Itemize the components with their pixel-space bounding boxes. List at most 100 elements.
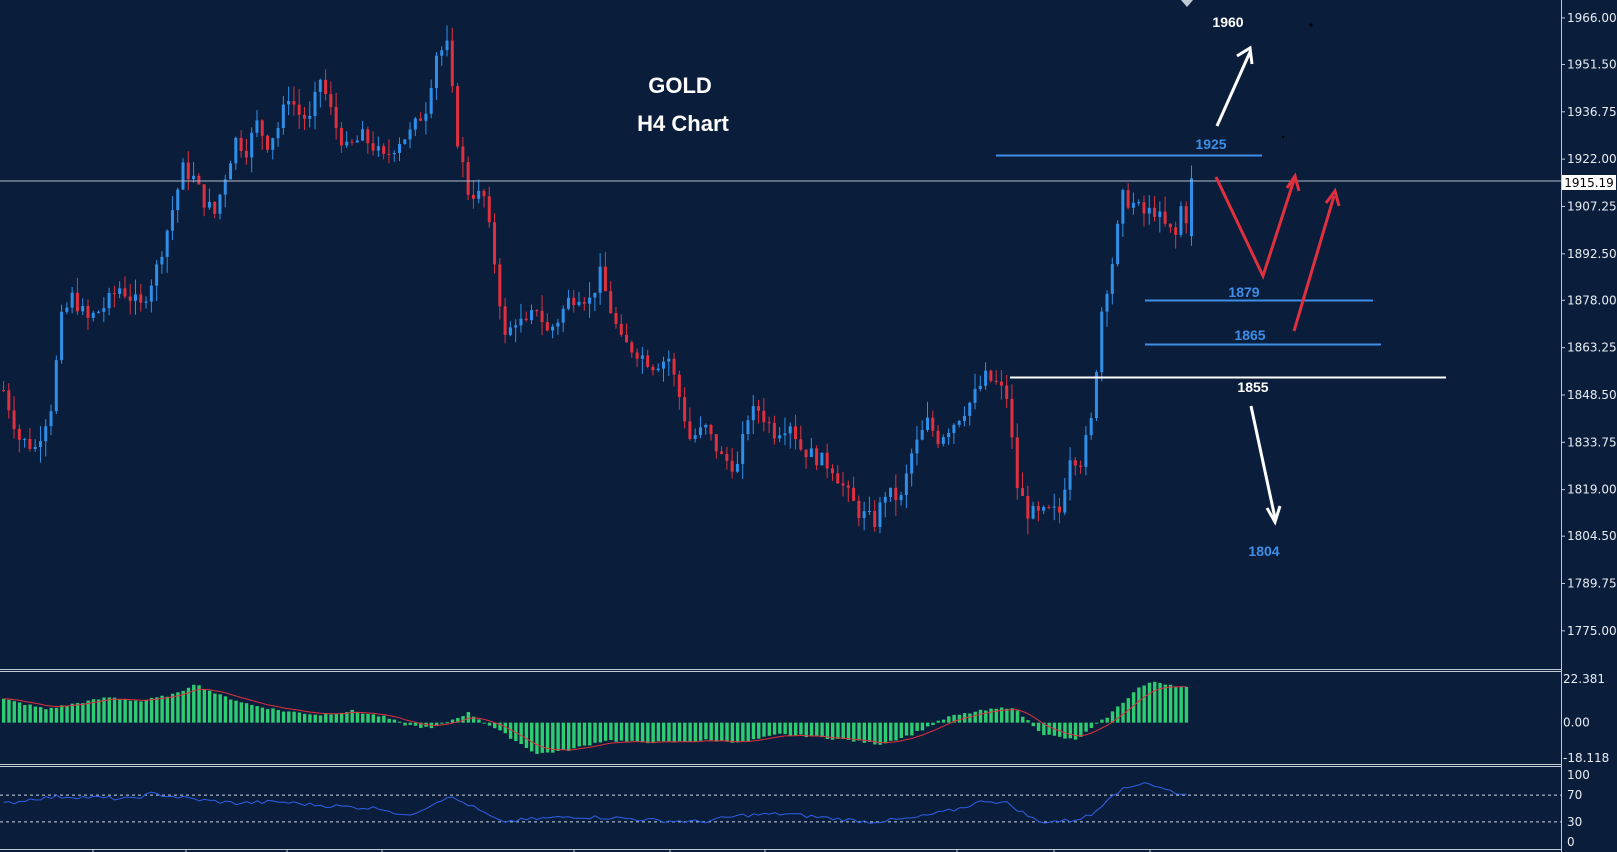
candle <box>577 291 581 307</box>
candle <box>741 421 745 479</box>
candlestick-series <box>2 25 1193 535</box>
rsi-line <box>3 782 1187 824</box>
price-tick-label: 1966.00 <box>1567 11 1617 25</box>
candle <box>984 362 988 390</box>
macd-bar <box>413 722 418 726</box>
candle <box>97 310 101 314</box>
candle <box>186 151 190 191</box>
candle <box>207 188 211 210</box>
candle <box>646 349 650 369</box>
candle <box>149 279 153 313</box>
macd-bar <box>86 700 90 723</box>
arrow-down-white <box>1249 405 1282 526</box>
candle <box>1163 196 1167 227</box>
macd-bar <box>809 722 814 737</box>
price-tick-label: 1848.50 <box>1567 388 1617 402</box>
candle <box>640 346 644 374</box>
candle <box>376 136 380 157</box>
macd-bar <box>999 707 1004 723</box>
candle <box>825 443 829 479</box>
macd-bar <box>12 701 16 723</box>
candle <box>244 138 248 165</box>
macd-bar <box>857 722 861 741</box>
macd-bar <box>846 722 851 740</box>
macd-bar <box>1063 722 1067 739</box>
candle <box>683 387 687 429</box>
candle <box>387 139 391 164</box>
candle <box>1100 307 1104 382</box>
candle <box>318 78 322 108</box>
macd-bar <box>7 699 11 723</box>
candle <box>371 131 375 156</box>
macd-bar <box>593 722 597 743</box>
macd-bar <box>1073 722 1078 740</box>
price-tick-label: 1951.50 <box>1567 57 1617 71</box>
candle <box>994 370 998 385</box>
macd-bar <box>223 696 228 723</box>
macd-bar <box>144 700 148 723</box>
macd-bar <box>873 722 877 745</box>
macd-bar <box>44 709 48 723</box>
candle <box>625 323 629 343</box>
candle <box>1168 223 1172 233</box>
macd-bar <box>1036 722 1041 731</box>
target-label-1804: 1804 <box>1248 543 1279 559</box>
macd-bar <box>440 722 444 724</box>
candle <box>973 373 977 410</box>
candle <box>297 89 301 130</box>
candle <box>366 126 370 154</box>
macd-bar <box>741 722 745 742</box>
macd-bar <box>134 700 138 723</box>
candle <box>313 81 317 130</box>
candle <box>1190 165 1193 246</box>
chart-shift-marker[interactable] <box>1181 0 1193 7</box>
candle <box>91 310 95 322</box>
macd-bar <box>466 712 471 723</box>
macd-bar <box>75 703 80 723</box>
macd-bar <box>297 712 302 723</box>
macd-tick-label: -18.118 <box>1563 751 1609 765</box>
candle <box>820 452 824 466</box>
candle <box>155 260 159 301</box>
macd-bar <box>97 699 101 723</box>
macd-bar <box>292 711 296 723</box>
candle <box>493 213 497 274</box>
candle <box>461 137 465 178</box>
candle <box>619 314 623 338</box>
macd-bar <box>324 713 328 723</box>
macd-bar <box>234 700 238 723</box>
candle <box>941 434 945 447</box>
candle <box>730 448 734 479</box>
candle <box>1131 192 1135 215</box>
macd-bar <box>667 722 671 742</box>
candle <box>165 229 169 273</box>
macd-bar <box>302 713 307 723</box>
candle <box>466 156 470 200</box>
macd-bar <box>17 702 22 723</box>
macd-bar <box>894 722 898 741</box>
macd-bar <box>957 714 962 723</box>
current-price-label: 1915.19 <box>1564 176 1614 190</box>
macd-bar <box>910 722 914 736</box>
price-axis: 1966.00 1951.50 1936.75 1922.00 1907.25 1892.… <box>1561 11 1617 638</box>
candle <box>672 352 676 387</box>
macd-bar <box>382 715 386 723</box>
macd-bar <box>656 722 661 742</box>
macd-bar <box>973 711 977 723</box>
macd-bar <box>762 722 766 737</box>
macd-bar <box>308 714 312 723</box>
current-price-box <box>1562 175 1616 190</box>
macd-bar <box>376 716 381 723</box>
macd-bar <box>830 722 835 740</box>
macd-bar <box>508 722 513 739</box>
candle <box>434 52 438 100</box>
macd-bar <box>477 719 481 723</box>
candle <box>804 449 808 469</box>
candle <box>1031 501 1035 520</box>
candle <box>862 501 866 531</box>
macd-bar <box>350 709 354 723</box>
candle <box>398 137 401 162</box>
candle <box>815 445 819 471</box>
macd-bar <box>904 722 909 736</box>
macd-bar <box>434 722 439 726</box>
